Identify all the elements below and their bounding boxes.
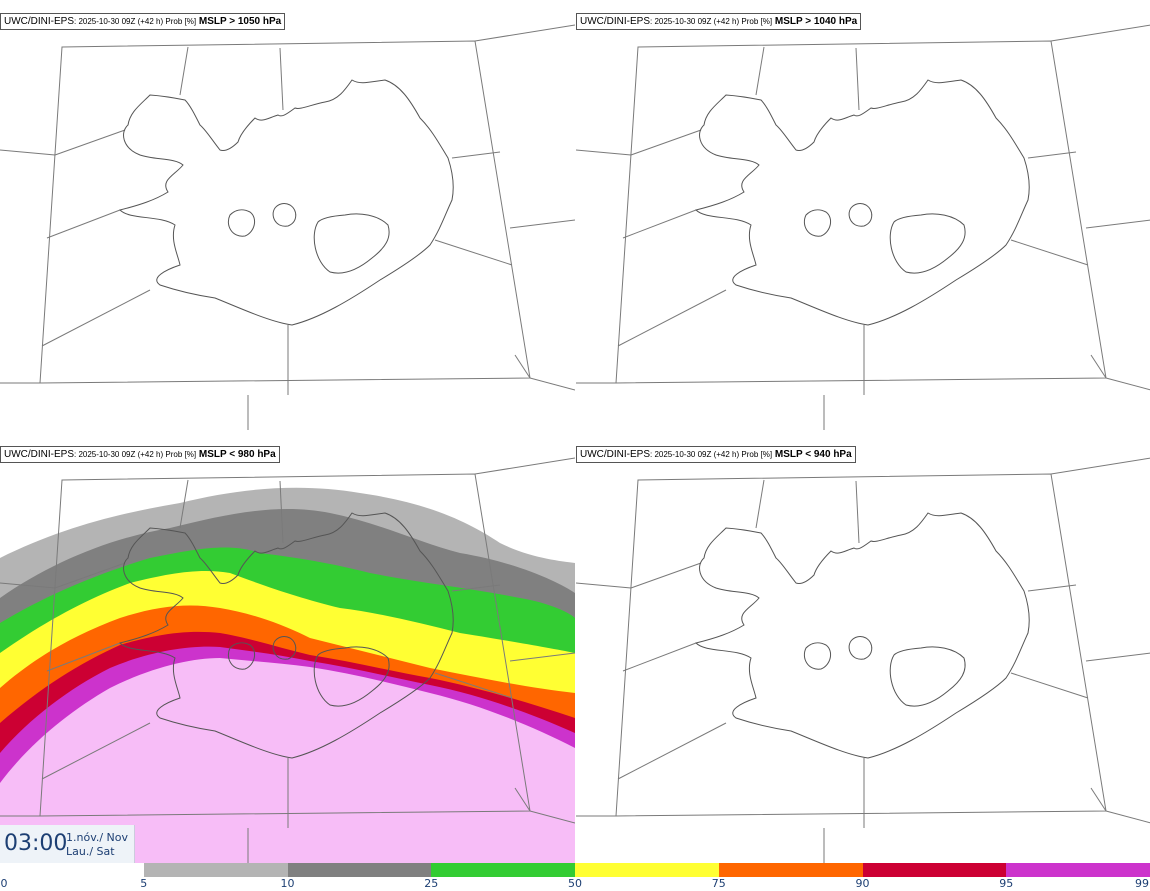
- colorbar-segment: [1006, 863, 1150, 877]
- colorbar-tick-label: 75: [711, 877, 726, 890]
- colorbar-tick-label: 50: [568, 877, 582, 890]
- colorbar-tick-label: 0: [0, 877, 8, 890]
- colorbar-tick-label: 5: [140, 877, 148, 890]
- colorbar-segment: [0, 863, 144, 877]
- probability-field: [0, 457, 575, 863]
- panel-threshold: MSLP < 980 hPa: [198, 449, 276, 460]
- panel-source: UWC/DINI-EPS: [4, 449, 74, 460]
- colorbar-segment: [575, 863, 719, 877]
- map-canvas: [576, 457, 1150, 863]
- valid-date-line1: 1.nóv./ Nov: [66, 831, 129, 844]
- valid-time-box: 03:00 1.nóv./ Nov Lau./ Sat: [0, 825, 135, 863]
- colorbar-segment: [287, 863, 432, 877]
- panel-threshold: MSLP > 1050 hPa: [198, 16, 282, 27]
- panel-title: UWC/DINI-EPS: 2025-10-30 09Z (+42 h) Pro…: [0, 13, 286, 30]
- panel-source: UWC/DINI-EPS: [4, 16, 74, 27]
- panel-meta: : 2025-10-30 09Z (+42 h) Prob [%]: [74, 450, 197, 459]
- panel-meta: : 2025-10-30 09Z (+42 h) Prob [%]: [650, 450, 773, 459]
- panel-meta: : 2025-10-30 09Z (+42 h) Prob [%]: [74, 17, 197, 26]
- colorbar-legend: 0 5 10 25 50 75 90 95 99: [0, 861, 1150, 891]
- map-panel-bottom-left: UWC/DINI-EPS: 2025-10-30 09Z (+42 h) Pro…: [0, 433, 575, 863]
- colorbar-tick-label: 90: [855, 877, 870, 890]
- panel-source: UWC/DINI-EPS: [580, 449, 650, 460]
- panel-source: UWC/DINI-EPS: [580, 16, 650, 27]
- colorbar-tick-label: 25: [424, 877, 439, 890]
- panel-title: UWC/DINI-EPS: 2025-10-30 09Z (+42 h) Pro…: [576, 446, 856, 463]
- map-canvas: [0, 24, 575, 430]
- panel-threshold: MSLP > 1040 hPa: [774, 16, 858, 27]
- valid-date-line2: Lau./ Sat: [66, 845, 115, 858]
- valid-time: 03:00: [4, 831, 68, 856]
- colorbar-tick-label: 99: [1135, 877, 1149, 890]
- colorbar-segment: [431, 863, 575, 877]
- panel-title: UWC/DINI-EPS: 2025-10-30 09Z (+42 h) Pro…: [0, 446, 280, 463]
- colorbar-segment: [143, 863, 288, 877]
- map-canvas: [576, 24, 1150, 430]
- map-panel-top-left: UWC/DINI-EPS: 2025-10-30 09Z (+42 h) Pro…: [0, 0, 575, 430]
- map-panel-bottom-right: UWC/DINI-EPS: 2025-10-30 09Z (+42 h) Pro…: [576, 433, 1150, 863]
- map-panel-top-right: UWC/DINI-EPS: 2025-10-30 09Z (+42 h) Pro…: [576, 0, 1150, 430]
- panel-title: UWC/DINI-EPS: 2025-10-30 09Z (+42 h) Pro…: [576, 13, 862, 30]
- panel-meta: : 2025-10-30 09Z (+42 h) Prob [%]: [650, 17, 773, 26]
- colorbar-tick-label: 10: [280, 877, 295, 890]
- panel-threshold: MSLP < 940 hPa: [774, 449, 852, 460]
- colorbar-segment: [862, 863, 1007, 877]
- valid-date: 1.nóv./ Nov Lau./ Sat: [66, 831, 128, 859]
- colorbar-tick-label: 95: [999, 877, 1014, 890]
- colorbar-segment: [718, 863, 863, 877]
